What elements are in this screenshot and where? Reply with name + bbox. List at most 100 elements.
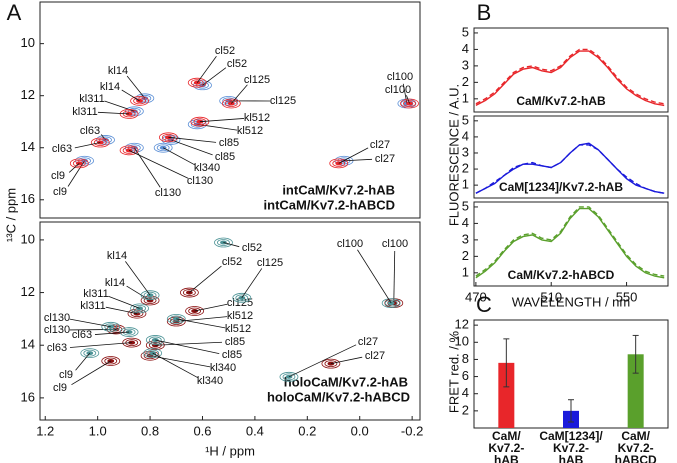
category-label: Kv7.2- [488, 441, 524, 455]
peak [69, 158, 89, 169]
peak-contour [140, 290, 160, 301]
peak-contour [187, 77, 207, 88]
leader-line [170, 139, 213, 156]
peak-label: kl311 [83, 288, 108, 300]
peak [329, 158, 349, 169]
peak [179, 287, 199, 298]
peak-label: cl130 [44, 312, 70, 324]
axis-title: FLUORESCENCE / A.U. [446, 84, 461, 226]
peak-contour [161, 135, 181, 145]
leader-line [71, 360, 111, 386]
legend-entry: holoCaM/Kv7.2-hAB [284, 374, 408, 389]
y-tick-label: 1 [462, 264, 469, 279]
y-tick-label: 1 [462, 90, 469, 105]
peak-label: cl125 [244, 74, 270, 86]
peak-contour [188, 307, 202, 315]
x-tick-label: 0.4 [246, 423, 264, 438]
peak [166, 313, 186, 324]
peak-contour [193, 118, 207, 126]
leader-line [338, 147, 369, 164]
peak-contour [104, 357, 118, 365]
peak-label: cl85 [225, 336, 245, 348]
peak-label: kl311 [80, 300, 105, 312]
peak-label: cl52 [242, 242, 262, 254]
peak-contour [403, 100, 416, 107]
leader-line [68, 163, 80, 173]
x-tick-label: 1.0 [89, 423, 107, 438]
y-tick-label: 4 [462, 128, 469, 143]
peak-label: cl100 [387, 71, 413, 83]
x-tick-label: -0.2 [401, 423, 423, 438]
leader-line [94, 331, 130, 335]
y-tick-label: 8 [462, 351, 469, 366]
spectrum-line [475, 50, 665, 107]
peak-contour [130, 310, 144, 318]
y-tick-label: 5 [462, 24, 469, 39]
leader-line [197, 123, 238, 131]
peak-contour [83, 349, 97, 357]
spectrum-line [475, 207, 665, 279]
category-label: hAB [494, 453, 519, 463]
peak-contour [329, 158, 349, 169]
peak-contour [143, 291, 157, 299]
leader-line [97, 111, 130, 115]
peak-contour [125, 339, 139, 346]
spectrum-title: CaM[1234]/Kv7.2-hAB [499, 180, 623, 194]
y-tick-label: 3 [462, 231, 469, 246]
x-tick-label: 470 [465, 289, 487, 304]
peak-contour [182, 289, 196, 296]
peak-contour [190, 116, 210, 127]
y-tick-label: 4 [462, 215, 469, 230]
leader-line [75, 352, 91, 371]
leader-line [149, 355, 211, 368]
leader-line [189, 265, 222, 293]
peak-label: cl125 [270, 95, 296, 107]
peak-contour [133, 304, 146, 312]
peak [159, 132, 178, 143]
peak-label: kl14 [107, 250, 127, 262]
peak-label: cl100 [337, 238, 363, 250]
leader-line [69, 342, 132, 348]
category-label: Kv7.2- [618, 441, 654, 455]
leader-line [330, 356, 363, 365]
leader-line [108, 295, 140, 309]
peak [143, 348, 163, 359]
peak-label: cl9 [53, 186, 67, 198]
peak-contour [282, 373, 296, 381]
peak-contour [119, 109, 139, 119]
peak-label: cl52 [222, 256, 242, 268]
peak-contour [166, 313, 186, 324]
leader-line [121, 89, 140, 102]
leader-line [155, 339, 220, 355]
axis-title: ¹H / ppm [205, 443, 255, 458]
category-label: Kv7.2- [553, 441, 589, 455]
leader-line [69, 318, 111, 328]
leader-line [194, 303, 228, 312]
y-tick-label: 2 [462, 160, 469, 175]
leader-line [126, 285, 151, 301]
peak-contour [93, 139, 107, 146]
leader-line [196, 56, 217, 83]
plot-frame [39, 221, 421, 421]
peak-contour [232, 292, 252, 303]
y-tick-label: 4 [462, 41, 469, 56]
peak-label: cl130 [155, 187, 181, 199]
peak-label: kl311 [72, 106, 97, 118]
leader-line [162, 147, 196, 166]
peak-label: cl27 [358, 336, 378, 348]
y-tick-label: 2 [462, 402, 469, 417]
peak-contour [381, 298, 401, 308]
spectrum-title: CaM/Kv7.2-hABCD [508, 268, 615, 282]
peak-label: cl63 [52, 143, 72, 155]
y-tick-label: 5 [462, 112, 469, 127]
peak-label: kl512 [237, 125, 263, 137]
peak-contour [153, 142, 173, 153]
peak-contour [187, 119, 207, 130]
peak-label: cl52 [227, 58, 247, 70]
peak-contour [130, 95, 149, 106]
leader-line [105, 306, 138, 315]
leader-line [152, 352, 199, 379]
peak-label: cl63 [47, 342, 67, 354]
peak [119, 327, 139, 337]
peak-contour [332, 159, 346, 167]
